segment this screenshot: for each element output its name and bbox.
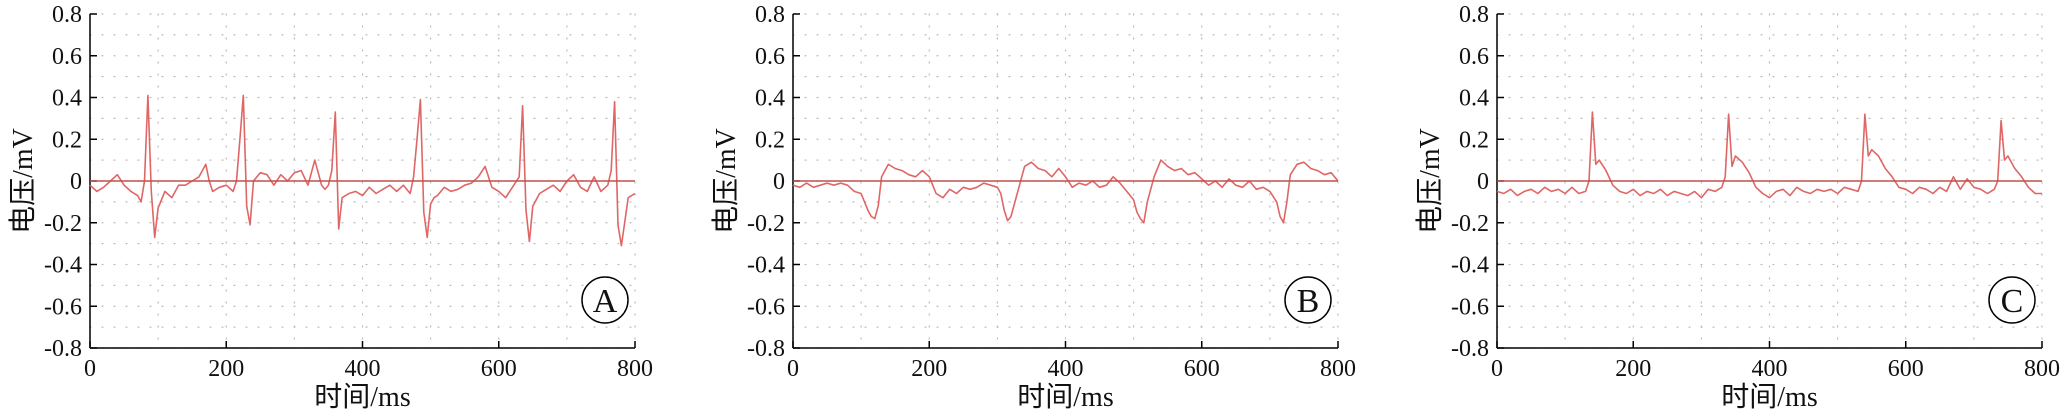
y-tick-label: 0 [70, 169, 82, 195]
y-tick-label: -0.2 [1451, 211, 1489, 237]
y-tick-label: -0.8 [747, 336, 785, 362]
y-tick-label: 0.6 [1459, 44, 1489, 70]
x-tick-label: 0 [84, 356, 96, 382]
y-tick-label: 0 [773, 169, 785, 195]
y-tick-label: -0.4 [44, 253, 82, 279]
y-tick-label: 0.6 [52, 44, 82, 70]
ecg-signal-line [792, 159, 1339, 224]
y-tick-label: 0.6 [755, 44, 785, 70]
y-tick-label: 0 [1477, 169, 1489, 195]
x-tick-label: 0 [787, 356, 799, 382]
ecg-panel-C: 0.80.60.40.20-0.2-0.4-0.6-0.80 200 400 600 8… [1414, 2, 2060, 413]
ecg-signal-line [89, 94, 636, 247]
y-tick-label: -0.6 [44, 294, 82, 320]
x-tick-label: 400 [1048, 356, 1084, 382]
y-tick-label: 0.8 [755, 2, 785, 28]
panel-label: B [1297, 283, 1320, 320]
y-tick-label: 0.4 [755, 86, 785, 112]
y-tick-label: -0.6 [1451, 294, 1489, 320]
x-tick-label: 600 [481, 356, 517, 382]
x-tick-label: 400 [345, 356, 381, 382]
x-tick-label: 800 [2024, 356, 2060, 382]
y-tick-label: -0.4 [747, 253, 785, 279]
panel-label-circle [1284, 276, 1332, 324]
x-axis-title: 时间/ms [314, 381, 410, 413]
x-tick-label: 800 [1320, 356, 1356, 382]
y-tick-label: -0.8 [44, 336, 82, 362]
y-tick-label: -0.6 [747, 294, 785, 320]
x-tick-label: 200 [911, 356, 947, 382]
x-axis-title: 时间/ms [1721, 381, 1817, 413]
y-tick-label: -0.4 [1451, 253, 1489, 279]
y-tick-label: 0.2 [1459, 127, 1489, 153]
y-tick-label: -0.2 [747, 211, 785, 237]
x-tick-label: 200 [1615, 356, 1651, 382]
panel-label-circle [1988, 276, 2036, 324]
y-axis-title: 电压/mV [1414, 128, 1446, 234]
y-tick-label: 0.2 [755, 127, 785, 153]
y-axis-title: 电压/mV [7, 128, 39, 234]
x-tick-label: 200 [208, 356, 244, 382]
x-tick-label: 0 [1491, 356, 1503, 382]
y-tick-label: -0.8 [1451, 336, 1489, 362]
ecg-panel-B: 0.80.60.40.20-0.2-0.4-0.6-0.80 200 400 600 8… [710, 2, 1356, 413]
panel-label: C [2001, 283, 2024, 320]
ecg-signal-line [1496, 111, 2042, 199]
x-tick-label: 600 [1184, 356, 1220, 382]
ecg-panel-A: 0.80.60.40.20-0.2-0.4-0.6-0.80 200 400 600 8… [7, 2, 653, 413]
panel-label: A [593, 283, 618, 320]
y-tick-label: 0.8 [52, 2, 82, 28]
y-tick-label: 0.2 [52, 127, 82, 153]
y-tick-label: 0.4 [1459, 86, 1489, 112]
x-axis-title: 时间/ms [1017, 381, 1113, 413]
panel-label-circle [581, 276, 629, 324]
x-tick-label: 600 [1888, 356, 1924, 382]
x-tick-label: 400 [1752, 356, 1788, 382]
y-axis-title: 电压/mV [710, 128, 742, 234]
y-tick-label: 0.8 [1459, 2, 1489, 28]
y-tick-label: -0.2 [44, 211, 82, 237]
x-tick-label: 800 [617, 356, 653, 382]
y-tick-label: 0.4 [52, 86, 82, 112]
